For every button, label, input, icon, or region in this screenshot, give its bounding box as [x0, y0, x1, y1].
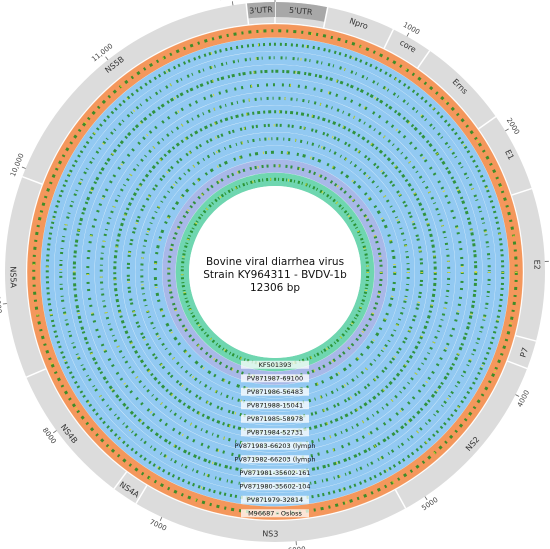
- gene-boundary: [507, 360, 528, 370]
- variant-marks-alt: [127, 124, 423, 420]
- center-title: Bovine viral diarrhea virus: [206, 256, 344, 268]
- position-tick: [159, 516, 163, 521]
- gene-boundary: [383, 29, 395, 49]
- track-label: KF501393: [259, 361, 292, 369]
- track-label-bg: [241, 441, 309, 450]
- utr-segment: [275, 2, 328, 22]
- track-label-bg: [241, 374, 309, 383]
- center-strain: Strain KY964311 - BVDV-1b: [203, 269, 347, 281]
- variant-marks-alt: [113, 110, 437, 434]
- gene-label: 5'UTR: [289, 6, 314, 17]
- variant-marks-alt: [100, 97, 450, 447]
- gene-boundary: [245, 3, 250, 25]
- utr-segment: [246, 2, 275, 19]
- track-label-bg: [241, 455, 309, 464]
- position-tick: [515, 394, 520, 397]
- position-label: 2000: [505, 117, 521, 136]
- track-label-bg: [241, 509, 309, 518]
- gene-boundary: [478, 116, 497, 130]
- gene-label: 3'UTR: [249, 5, 273, 15]
- track-label: PV871988-15041: [247, 401, 303, 409]
- track-label-bg: [241, 482, 309, 491]
- center-disc: [189, 186, 361, 358]
- position-tick: [406, 32, 410, 37]
- track-label-bg: [241, 387, 309, 396]
- track-separator: [26, 23, 524, 521]
- variant-marks-alt: [86, 83, 464, 461]
- gene-boundary: [22, 176, 43, 185]
- track-label: PV871982-66203 (lymph: [234, 455, 315, 463]
- gene-label: NS5A: [8, 266, 17, 288]
- gene-boundary: [394, 489, 407, 509]
- variant-marks-alt: [73, 70, 477, 474]
- variant-marks-alt: [140, 137, 410, 407]
- variant-marks-alt: [32, 29, 518, 515]
- track-label: PV871981-35602-161: [240, 469, 311, 477]
- track-label: PV871984-52731: [247, 428, 303, 436]
- position-tick: [231, 1, 234, 6]
- track-label-bg: [241, 428, 309, 437]
- position-label: 6000: [288, 545, 306, 549]
- position-tick: [105, 56, 109, 61]
- gene-label: E1: [503, 148, 516, 161]
- gene-boundary: [515, 334, 537, 342]
- gene-boundary: [26, 368, 46, 378]
- position-label: 12,000: [219, 0, 244, 2]
- gene-label: P7: [519, 346, 531, 358]
- track-label: PV871985-58978: [247, 415, 303, 423]
- position-tick: [53, 430, 57, 434]
- track-label-bg: [241, 468, 309, 477]
- track-label: M96687 - Osloss: [248, 509, 302, 517]
- track-label-bg: [241, 360, 309, 369]
- gene-label: NS3: [262, 529, 278, 538]
- gene-boundary: [322, 7, 329, 28]
- position-tick: [505, 128, 509, 132]
- gene-boundary: [511, 187, 533, 196]
- gene-boundary: [113, 471, 128, 490]
- track-label-bg: [241, 401, 309, 410]
- track-label-bg: [241, 495, 309, 504]
- variant-marks-alt: [59, 56, 491, 488]
- position-label: 1000: [402, 21, 421, 37]
- variant-marks-alt: [46, 43, 504, 501]
- position-tick: [21, 166, 26, 169]
- position-label: 9000: [0, 295, 3, 314]
- track-label: PV871986-56483: [247, 388, 303, 396]
- position-label: 10,000: [9, 152, 26, 178]
- variant-marks-alt: [154, 151, 396, 393]
- track-label: PV871979-32814: [247, 496, 303, 504]
- position-label: 4000: [516, 389, 531, 409]
- center-length: 12306 bp: [250, 282, 300, 294]
- track-label-bg: [241, 414, 309, 423]
- variant-marks-alt: [181, 178, 369, 366]
- track-label: PV871983-66203 (lymph: [234, 442, 315, 450]
- position-tick: [424, 496, 428, 501]
- track-label: PV871980-35602-104: [240, 482, 311, 490]
- gene-boundary: [135, 485, 148, 504]
- position-label: 7000: [148, 518, 168, 533]
- gene-label: E2: [532, 260, 541, 270]
- track-label: PV871987-69100: [247, 374, 303, 382]
- variant-marks-alt: [167, 164, 383, 380]
- position-label: 8000: [41, 426, 58, 445]
- position-label: 5000: [420, 496, 439, 513]
- gene-boundary: [417, 50, 431, 69]
